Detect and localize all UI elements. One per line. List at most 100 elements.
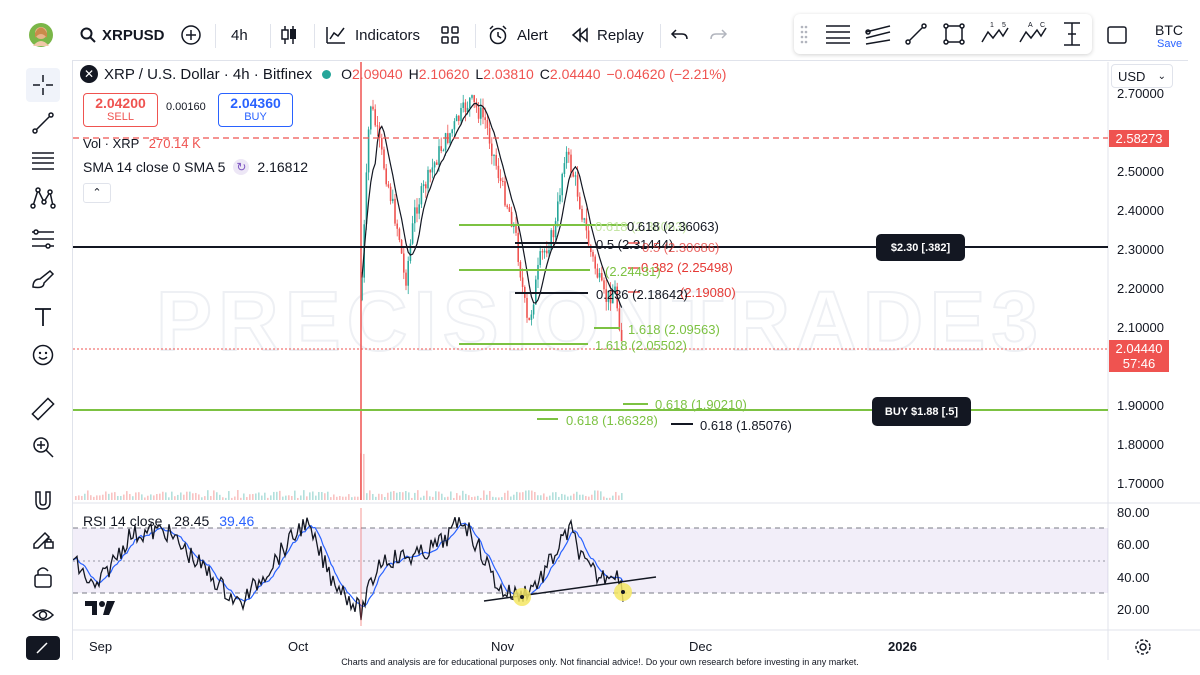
candle-body <box>484 117 486 121</box>
search-icon <box>80 27 96 43</box>
rectangle-icon[interactable] <box>942 22 966 51</box>
collapse-legend-button[interactable]: ⌃ <box>83 183 111 203</box>
settings-icon[interactable] <box>1134 638 1152 661</box>
fib-label-ghost: 0.618 (2.36063) <box>595 219 687 234</box>
lock-draw-icon[interactable] <box>26 522 60 556</box>
currency-select[interactable]: USD ⌄ <box>1111 64 1173 88</box>
candle-body <box>392 198 394 202</box>
volume-bar <box>102 494 104 500</box>
volume-bar <box>513 494 515 500</box>
resistance-callout[interactable]: $2.30 [.382] <box>876 234 965 261</box>
templates-button[interactable] <box>440 10 460 60</box>
emoji-icon[interactable] <box>26 338 60 372</box>
candle-body <box>491 143 493 157</box>
ruler-icon[interactable] <box>26 392 60 426</box>
sma-legend[interactable]: SMA 14 close 0 SMA 5 ↻ 2.16812 <box>83 159 308 175</box>
volume-bar <box>231 497 233 500</box>
volume-label: Vol · XRP <box>83 136 140 151</box>
brush-icon[interactable] <box>26 262 60 296</box>
line-tool-icon[interactable] <box>26 106 60 140</box>
sma-settings-icon[interactable]: ↻ <box>233 159 250 175</box>
chart-title[interactable]: XRP / U.S. Dollar · 4h · Bitfinex <box>104 65 313 83</box>
time-axis-label: 2026 <box>888 639 917 654</box>
buy-price: 2.04360 <box>230 95 281 111</box>
volume-bar <box>120 495 122 500</box>
magnet-icon[interactable] <box>26 484 60 518</box>
symbol-search[interactable]: XRPUSD <box>80 10 165 60</box>
avatar[interactable] <box>28 10 54 60</box>
save-button[interactable]: Save <box>1157 38 1183 50</box>
volume-bar <box>330 497 332 500</box>
svg-text:A: A <box>1028 22 1033 29</box>
more-tools-button[interactable] <box>26 636 60 660</box>
eye-icon[interactable] <box>26 598 60 632</box>
replay-icon <box>571 27 589 43</box>
candle-body <box>521 277 524 287</box>
candle-body <box>605 289 607 302</box>
volume-bar <box>495 497 497 500</box>
time-axis-label: Dec <box>689 639 713 654</box>
tradingview-logo[interactable] <box>85 598 119 623</box>
candle-body <box>561 173 563 196</box>
long-position-icon[interactable] <box>1060 20 1084 53</box>
hlines-icon[interactable] <box>824 22 852 51</box>
volume-bar <box>615 491 617 500</box>
candle-body <box>528 317 530 320</box>
volume-bar <box>354 496 356 500</box>
rsi-legend[interactable]: RSI 14 close 28.45 39.46 <box>83 513 254 529</box>
interval-button[interactable]: 4h <box>231 26 248 44</box>
pattern-tool-icon[interactable] <box>26 182 60 216</box>
candle-body <box>418 204 420 214</box>
account-symbol[interactable]: BTC <box>1155 22 1183 38</box>
plus-circle-icon <box>180 24 202 46</box>
lock-icon[interactable] <box>26 560 60 594</box>
candle-body <box>557 201 559 222</box>
candle-body <box>612 293 614 304</box>
volume-bar <box>201 497 203 500</box>
candle-body <box>387 184 390 187</box>
volume-bar <box>258 492 260 500</box>
price-axis-label: 2.40000 <box>1117 203 1164 218</box>
volume-bar <box>363 453 365 500</box>
sell-button[interactable]: 2.04200 SELL <box>83 93 158 127</box>
candle-body <box>543 250 546 253</box>
volume-bar <box>186 491 188 500</box>
channel-icon[interactable] <box>864 22 892 51</box>
volume-bar <box>414 492 416 500</box>
buy-callout[interactable]: BUY $1.88 [.5] <box>872 397 971 426</box>
text-icon[interactable] <box>26 300 60 334</box>
volume-bar <box>144 497 146 500</box>
volume-bar <box>291 496 293 500</box>
alert-button[interactable]: Alert <box>487 10 548 60</box>
compare-button[interactable] <box>180 10 202 60</box>
replay-button[interactable]: Replay <box>571 10 644 60</box>
volume-legend[interactable]: Vol · XRP 270.14 K <box>83 136 201 151</box>
candle-body <box>466 107 469 112</box>
cursor-cross-icon[interactable] <box>26 68 60 102</box>
volume-bar <box>312 491 314 500</box>
volume-bar <box>555 492 557 500</box>
undo-button[interactable] <box>670 10 690 60</box>
volume-bar <box>243 493 245 500</box>
volume-bar <box>135 492 137 500</box>
volume-bar <box>216 492 218 500</box>
volume-bar <box>486 494 488 500</box>
drag-handle-icon[interactable] <box>800 24 808 49</box>
volume-bar <box>336 496 338 500</box>
trendline-icon[interactable] <box>904 22 928 51</box>
chart-type-button[interactable] <box>279 10 299 60</box>
volume-bar <box>75 496 77 500</box>
layout-button[interactable] <box>1106 10 1128 60</box>
fib-tool-icon[interactable] <box>26 144 60 178</box>
volume-bar <box>600 491 602 500</box>
redo-button[interactable] <box>708 10 728 60</box>
fib-label-black-236: 0.236 (2.18642) <box>596 287 688 302</box>
candle-body <box>587 230 590 246</box>
fib-channel-icon[interactable] <box>26 222 60 256</box>
buy-button[interactable]: 2.04360 BUY <box>218 93 293 127</box>
zoom-in-icon[interactable] <box>26 430 60 464</box>
indicators-button[interactable]: Indicators <box>325 10 420 60</box>
